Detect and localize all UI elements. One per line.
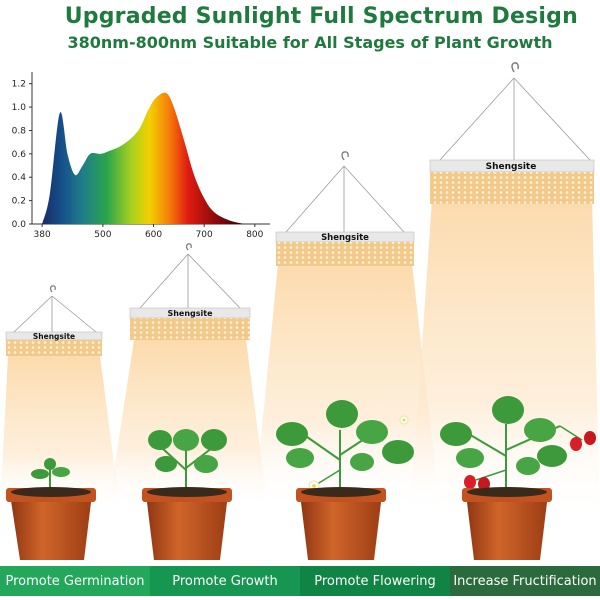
spectrum-curve (42, 92, 245, 225)
grow-lamp-3: Shengsite (275, 151, 415, 266)
y-tick-label: 0.8 (12, 126, 27, 136)
grow-lamp-2: Shengsite (129, 243, 251, 340)
x-tick-label: 800 (246, 230, 263, 240)
pot-seedling (6, 458, 96, 560)
lamp-brand-2: Shengsite (167, 309, 213, 318)
y-tick-label: 1.0 (12, 103, 27, 113)
headline: Upgraded Sunlight Full Spectrum Design (64, 4, 578, 29)
pot-fruiting (440, 396, 596, 560)
y-tick-label: 1.2 (12, 80, 26, 90)
lamp-brand-3: Shengsite (321, 233, 369, 243)
x-tick-label: 700 (196, 230, 213, 240)
stage-label-fructification: Increase Fructification (450, 566, 600, 596)
spectrum-chart: 380 500 600 700 800 0.0 0.2 0.4 0.6 0.8 1.0 1.2 (12, 72, 270, 240)
stage-bar: Promote Germination Promote Growth Promo… (0, 566, 600, 596)
x-tick-label: 500 (94, 230, 111, 240)
x-tick-label: 600 (145, 230, 162, 240)
stage-label-growth: Promote Growth (150, 566, 300, 596)
y-axis-ticks: 0.0 0.2 0.4 0.6 0.8 1.0 1.2 (12, 80, 32, 230)
grow-lamp-1: Shengsite (5, 285, 103, 356)
pot-growth (142, 429, 232, 560)
lamp-brand-4: Shengsite (486, 162, 537, 172)
stage-label-flowering: Promote Flowering (300, 566, 450, 596)
y-tick-label: 0.0 (12, 220, 27, 230)
stage-label-germination: Promote Germination (0, 566, 150, 596)
light-beam-2 (108, 340, 268, 510)
x-axis-ticks: 380 500 600 700 800 (34, 224, 264, 240)
pot-flowering (276, 400, 414, 560)
subheadline: 380nm-800nm Suitable for All Stages of P… (67, 33, 553, 52)
y-tick-label: 0.2 (12, 197, 26, 207)
y-tick-label: 0.6 (12, 150, 27, 160)
light-beam-3 (254, 264, 440, 510)
x-tick-label: 380 (34, 230, 51, 240)
y-tick-label: 0.4 (12, 173, 27, 183)
light-beam-1 (0, 356, 120, 510)
lamp-brand-1: Shengsite (33, 332, 75, 341)
grow-lamp-4: Shengsite (429, 62, 595, 204)
